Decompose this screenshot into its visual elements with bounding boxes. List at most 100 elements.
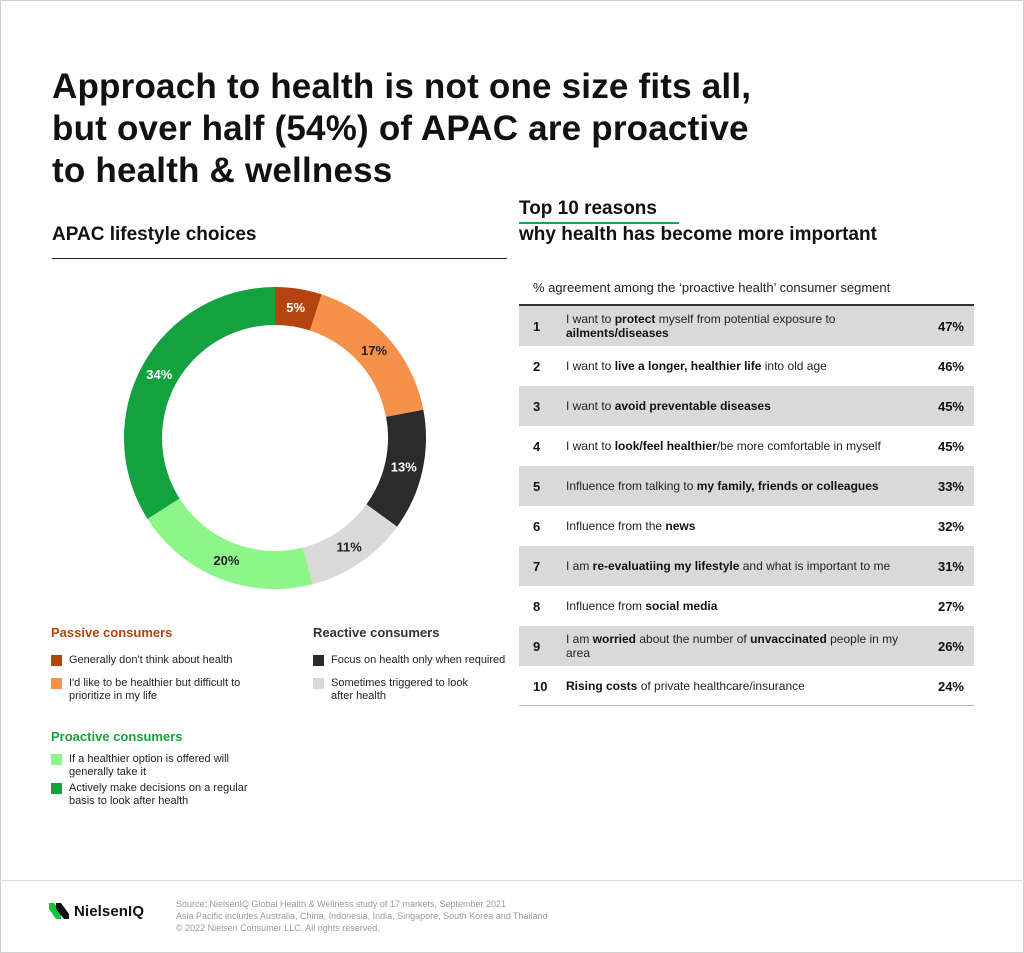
reason-text: I want to protect myself from potential … [566, 312, 836, 340]
reason-text: I am worried about the number of unvacci… [566, 632, 899, 660]
legend-label-line: If a healthier option is offered will [69, 753, 229, 765]
reason-percent: 45% [937, 398, 964, 414]
legend-passive-title: Passive consumers [51, 625, 173, 640]
legend-label-line: Focus on health only when required [331, 654, 506, 666]
reason-rank: 2 [533, 358, 541, 374]
legend-swatch-dark-orange [51, 655, 62, 666]
footer-rule [0, 880, 1024, 881]
legend-proactive-title: Proactive consumers [51, 729, 183, 744]
legend-label-line: basis to look after health [69, 795, 189, 807]
lifestyle-heading: APAC lifestyle choices [52, 224, 257, 245]
reasons-heading-underline [519, 222, 679, 224]
donut-slice [303, 504, 398, 585]
source-line-1: Source: NielsenIQ Global Health & Wellne… [176, 899, 506, 909]
legend-label: If a healthier option is offered will ge… [69, 753, 229, 779]
reason-rank: 3 [533, 398, 541, 414]
source-line-2: Asia Pacific includes Australia, China, … [176, 911, 548, 921]
legend-label-line: Sometimes triggered to look [331, 677, 468, 689]
legend-label-line: after health [331, 690, 387, 702]
source-line-3: © 2022 Nielsen Consumer LLC. All rights … [176, 923, 380, 933]
reasons-top-rule [519, 304, 974, 306]
nielseniq-logo: NielsenIQ [48, 901, 144, 921]
reason-text: I am re-evaluatiing my lifestyle and wha… [566, 559, 891, 573]
donut-slice [309, 294, 424, 417]
donut-slice [366, 409, 426, 527]
legend-item-proactive-1: If a healthier option is offered will ge… [51, 753, 229, 779]
donut-slice-label: 5% [286, 300, 305, 315]
legend-item-reactive-2: Sometimes triggered to look after health [313, 677, 468, 703]
reason-row: 1 I want to protect myself from potential… [519, 306, 974, 346]
reason-text: I want to live a longer, healthier life … [566, 359, 827, 373]
legend-label: I'd like to be healthier but difficult t… [69, 677, 240, 703]
legend-label-line: prioritize in my life [69, 690, 158, 702]
reason-row: 5 Influence from talking to my family, fr… [519, 466, 974, 506]
reason-percent: 45% [937, 438, 964, 454]
donut-slice-label: 34% [146, 367, 172, 382]
legend-swatch-grey [313, 678, 324, 689]
reason-text: Rising costs of private healthcare/insur… [566, 679, 805, 693]
reason-row: 6 Influence from the news 32% [519, 506, 974, 546]
reason-text: I want to look/feel healthier/be more co… [566, 439, 881, 453]
nielseniq-mark-icon [49, 903, 69, 919]
logo-text: NielsenIQ [74, 902, 145, 920]
donut-slice [275, 287, 322, 331]
reason-percent: 47% [937, 318, 964, 334]
reason-row: 3 I want to avoid preventable diseases 45% [519, 386, 974, 426]
reason-rank: 4 [533, 438, 541, 454]
reason-percent: 31% [937, 558, 964, 574]
reason-row: 2 I want to live a longer, healthier life… [519, 346, 974, 386]
reason-row: 7 I am re-evaluatiing my lifestyle and wh… [519, 546, 974, 586]
reason-percent: 46% [937, 358, 964, 374]
reason-percent: 26% [937, 638, 964, 654]
reason-text: Influence from the news [566, 519, 696, 533]
reason-percent: 33% [937, 478, 964, 494]
legend-swatch-green [51, 783, 62, 794]
reason-row: 10 Rising costs of private healthcare/ins… [519, 666, 974, 706]
reason-text: Influence from social media [566, 599, 718, 613]
reason-rank: 5 [533, 478, 541, 494]
reason-percent: 32% [937, 518, 964, 534]
reasons-table: 1 I want to protect myself from potential… [519, 306, 974, 706]
reason-rank: 10 [533, 678, 548, 694]
reason-row: 4 I want to look/feel healthier/be more c… [519, 426, 974, 466]
legend-item-reactive-1: Focus on health only when required [313, 654, 505, 667]
donut-slice-label: 17% [361, 343, 387, 358]
reasons-bottom-rule [519, 705, 974, 706]
source-note: Source: NielsenIQ Global Health & Wellne… [176, 898, 548, 934]
legend-label: Generally don't think about health [69, 654, 233, 667]
reason-row: 9 I am worried about the number of unvacc… [519, 626, 974, 666]
legend-label: Sometimes triggered to look after health [331, 677, 468, 703]
reason-rank: 8 [533, 598, 541, 614]
reason-rank: 6 [533, 518, 541, 534]
legend-label-line: Generally don't think about health [69, 654, 233, 666]
title-line-1: Approach to health is not one size fits … [52, 67, 752, 106]
donut-slice-label: 13% [391, 459, 417, 474]
donut-slice [147, 498, 313, 589]
legend-swatch-black [313, 655, 324, 666]
legend-label-line: generally take it [69, 766, 147, 778]
legend-label-line: I'd like to be healthier but difficult t… [69, 677, 241, 689]
donut-slice [124, 287, 275, 519]
legend-item-passive-1: Generally don't think about health [51, 654, 233, 667]
reason-percent: 24% [937, 678, 964, 694]
reasons-caption: % agreement among the ‘proactive health’… [533, 280, 891, 295]
reason-percent: 27% [937, 598, 964, 614]
title-line-2: but over half (54%) of APAC are proactiv… [52, 109, 749, 148]
lifestyle-donut-chart: 5% 17% 13% 11% 20% 34% [124, 287, 426, 589]
legend-swatch-light-green [51, 754, 62, 765]
reasons-heading-line1: Top 10 reasons [519, 198, 657, 219]
legend-label: Focus on health only when required [331, 654, 505, 667]
legend-reactive-title: Reactive consumers [313, 625, 440, 640]
reason-row: 8 Influence from social media 27% [519, 586, 974, 626]
reasons-heading-line2: why health has become more important [519, 224, 877, 245]
legend-label-line: Actively make decisions on a regular [69, 782, 248, 794]
donut-slice-label: 11% [337, 540, 363, 555]
reason-text: Influence from talking to my family, fri… [566, 479, 879, 493]
legend-item-proactive-2: Actively make decisions on a regular bas… [51, 782, 248, 808]
legend-label: Actively make decisions on a regular bas… [69, 782, 248, 808]
reason-rank: 9 [533, 638, 541, 654]
legend-swatch-light-orange [51, 678, 62, 689]
donut-slice-label: 20% [213, 553, 239, 568]
reason-rank: 7 [533, 558, 541, 574]
reason-text: I want to avoid preventable diseases [566, 399, 771, 413]
